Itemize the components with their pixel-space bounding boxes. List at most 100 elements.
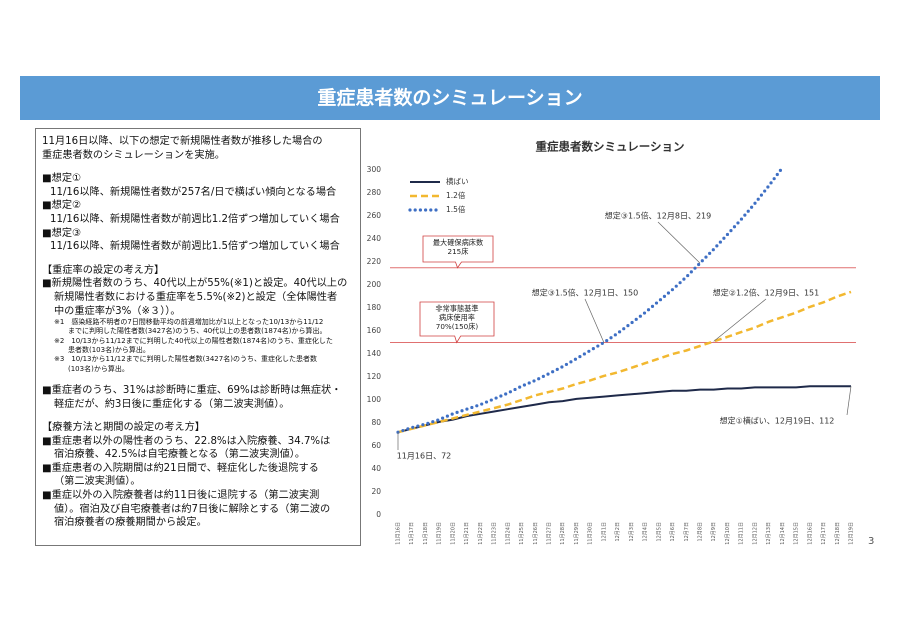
chart-title: 重症患者数シミュレーション — [535, 140, 684, 154]
x-tick-label: 11月20日 — [450, 522, 456, 545]
bullet-line: 新規陽性者数における重症率を5.5%(※2)と設定（全体陽性者 — [54, 291, 338, 303]
bullet-line: ■重症者のうち、31%は診断時に重症、69%は診断時は無症状・ — [42, 384, 342, 396]
left-panel: 11月16日以降、以下の想定で新規陽性者数が推移した場合の 重症患者数のシミュレー… — [35, 128, 361, 546]
reference-label: 最大確保病床数 — [433, 238, 483, 247]
plot-area — [396, 168, 852, 434]
x-tick-label: 11月21日 — [464, 522, 470, 545]
x-tick-label: 12月16日 — [807, 522, 813, 545]
scenario-text: 11/16以降、新規陽性者数が前週比1.5倍ずつ増加していく場合 — [50, 241, 340, 253]
annotation: 想定②1.2倍、12月9日、151 — [713, 288, 819, 298]
y-tick-label: 260 — [367, 211, 382, 220]
x-tick-label: 12月1日 — [601, 522, 607, 542]
bullet-line: 宿泊療養者の療養期間から設定。 — [54, 517, 207, 529]
reference-label: 非常事態基準 — [435, 304, 478, 313]
scenario-text: 11/16以降、新規陽性者数が前週比1.2倍ずつ増加していく場合 — [50, 213, 340, 225]
footnote: ※3 10/13から11/12までに判明した陽性者数(3427名)のうち、重症化… — [42, 355, 354, 374]
reference-label: 70%(150床) — [436, 322, 479, 331]
scenario-label: ■想定③ — [42, 227, 82, 239]
section-heading: 【療養方法と期間の設定の考え方】 — [42, 422, 205, 434]
bullet-line: ■重症患者の入院期間は約21日間で、軽症化した後退院する — [42, 462, 319, 474]
bullet-line: ■重症以外の入院療養者は約11日後に退院する（第二波実測 — [42, 490, 320, 502]
bullet-line: ■新規陽性者数のうち、40代以上が55%(※1)と設定。40代以上の — [42, 278, 348, 290]
legend-label: 1.2倍 — [446, 190, 466, 200]
y-tick-label: 280 — [367, 188, 382, 197]
x-tick-label: 12月19日 — [849, 522, 855, 545]
x-tick-label: 11月30日 — [588, 522, 594, 545]
y-tick-label: 40 — [371, 464, 381, 473]
callout-box — [419, 301, 495, 344]
legend-label: 横ばい — [446, 176, 469, 186]
bullet-item: ■重症者のうち、31%は診断時に重症、69%は診断時は無症状・軽症だが、約3日後… — [42, 384, 354, 411]
footnote: ※2 10/13から11/12までに判明した40代以上の陽性者数(1874名)の… — [42, 337, 354, 356]
y-tick-label: 140 — [367, 349, 382, 358]
x-tick-label: 12月8日 — [698, 522, 704, 542]
x-tick-label: 12月4日 — [643, 522, 649, 542]
y-tick-label: 0 — [376, 510, 381, 519]
intro-line: 重症患者数のシミュレーションを実施。 — [42, 149, 225, 161]
x-tick-label: 12月5日 — [656, 522, 662, 542]
x-tick-label: 11月28日 — [560, 522, 566, 545]
slide-title: 重症患者数のシミュレーション — [20, 76, 880, 120]
bullet-line: （第二波実測値）。 — [54, 476, 141, 488]
leader-line — [657, 221, 701, 264]
x-tick-label: 12月3日 — [629, 522, 635, 542]
x-tick-label: 12月7日 — [684, 522, 690, 542]
x-tick-label: 11月16日 — [396, 522, 402, 545]
bullet-line: ■重症患者以外の陽性者のうち、22.8%は入院療養、34.7%は — [42, 435, 331, 447]
x-tick-label: 12月15日 — [794, 522, 800, 545]
footnote-line: ※3 10/13から11/12までに判明した陽性者数(3427名)のうち、重症化… — [54, 355, 317, 364]
reference-label: 215床 — [448, 247, 469, 256]
section-heading: 【重症率の設定の考え方】 — [42, 264, 165, 276]
x-tick-label: 11月19日 — [437, 522, 443, 545]
footnote-line: ※1 感染経路不明者の7日間移動平均の前週増加比が1以上となった10/13から1… — [54, 318, 324, 327]
x-tick-label: 11月23日 — [492, 522, 498, 545]
bullet-line: 宿泊療養、42.5%は自宅療養となる（第二波実測値）。 — [54, 449, 306, 461]
y-tick-label: 240 — [367, 234, 382, 243]
page-number: 3 — [868, 536, 875, 547]
x-tick-label: 11月25日 — [519, 522, 525, 545]
x-tick-label: 12月13日 — [766, 522, 772, 545]
footnote-line: 患者数(103名)から算出。 — [68, 346, 150, 355]
scenario-label: ■想定① — [42, 173, 82, 185]
y-tick-label: 220 — [367, 257, 382, 266]
series-line — [397, 290, 852, 434]
x-tick-label: 11月24日 — [505, 522, 511, 545]
annotation: 想定③1.5倍、12月1日、150 — [532, 288, 638, 298]
y-tick-label: 80 — [371, 418, 381, 427]
y-tick-label: 200 — [367, 280, 382, 289]
bullet-item: ■重症患者の入院期間は約21日間で、軽症化した後退院する （第二波実測値）。 — [42, 462, 354, 489]
reference-label: 病床使用率 — [439, 313, 475, 322]
scenario-label: ■想定② — [42, 200, 82, 212]
series-line — [397, 385, 851, 434]
annotation: 想定①横ばい、12月19日、112 — [720, 416, 835, 426]
x-tick-label: 12月9日 — [711, 522, 717, 542]
annotation: 11月16日、72 — [397, 452, 452, 461]
footnote-line: ※2 10/13から11/12までに判明した40代以上の陽性者数(1874名)の… — [54, 336, 333, 345]
x-tick-label: 11月27日 — [547, 522, 553, 545]
bullet-line: 軽症だが、約3日後に重症化する（第二波実測値）。 — [54, 398, 290, 410]
x-tick-label: 12月11日 — [739, 522, 745, 545]
y-tick-label: 100 — [367, 395, 382, 404]
intro-line: 11月16日以降、以下の想定で新規陽性者数が推移した場合の — [42, 136, 323, 147]
x-tick-label: 11月26日 — [533, 522, 539, 545]
series-line — [396, 168, 784, 434]
bullet-item: ■新規陽性者数のうち、40代以上が55%(※1)と設定。40代以上の 新規陽性者数… — [42, 277, 354, 318]
x-tick-label: 11月17日 — [409, 522, 415, 545]
y-tick-label: 300 — [367, 165, 382, 174]
x-tick-label: 12月18日 — [835, 522, 841, 545]
x-tick-label: 11月22日 — [478, 522, 484, 545]
leader-line — [846, 386, 852, 416]
y-tick-label: 20 — [371, 487, 381, 496]
y-tick-label: 60 — [371, 441, 381, 450]
footnote-line: までに判明した陽性者数(3427名)のうち、40代以上の患者数(1874名)から… — [68, 327, 327, 336]
scenario-text: 11/16以降、新規陽性者数が257名/日で横ばい傾向となる場合 — [50, 186, 337, 198]
footnote: ※1 感染経路不明者の7日間移動平均の前週増加比が1以上となった10/13から1… — [42, 318, 354, 337]
x-tick-label: 12月10日 — [725, 522, 731, 545]
x-tick-label: 11月18日 — [423, 522, 429, 545]
callout-box — [422, 235, 494, 269]
bullet-item: ■重症以外の入院療養者は約11日後に退院する（第二波実測 値）。宿泊及び自宅療養者… — [42, 489, 354, 530]
bullet-line: 中の重症率が3%（※３））。 — [54, 305, 181, 317]
footnote-line: (103名)から算出。 — [68, 364, 129, 373]
